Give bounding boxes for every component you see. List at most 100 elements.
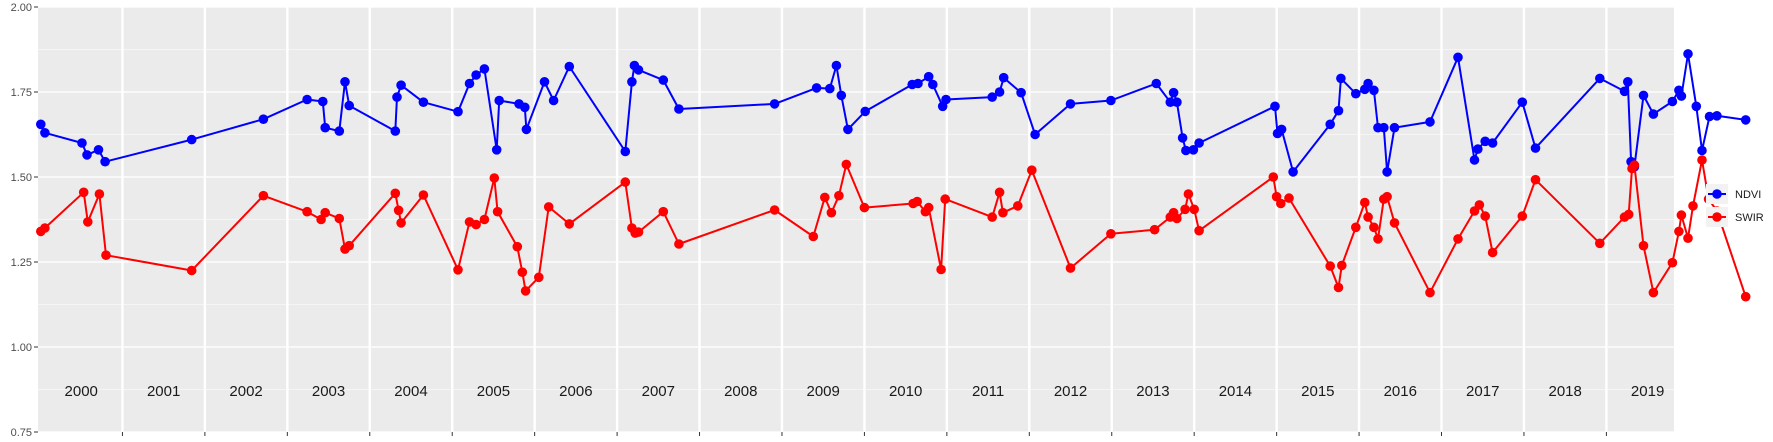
swir-point [40, 223, 50, 233]
year-label: 2006 [559, 383, 592, 400]
ndvi-point [923, 71, 934, 82]
swir-series [36, 155, 1751, 302]
year-label: 2011 [972, 383, 1004, 400]
swir-point [302, 206, 312, 217]
swir-point [564, 219, 575, 229]
swir-point [334, 213, 345, 224]
swir-point [1360, 197, 1370, 208]
ndvi-point [340, 77, 350, 87]
swir-point [940, 194, 950, 204]
ndvi-point [674, 104, 684, 114]
legend-key-marker [1712, 212, 1722, 222]
swir-point [1027, 165, 1037, 175]
ndvi-point [1363, 78, 1373, 89]
ndvi-point [40, 128, 50, 138]
ndvi-point [1473, 144, 1483, 154]
swir-point [633, 227, 644, 237]
swir-point [1337, 260, 1347, 271]
ndvi-point [471, 70, 481, 80]
year-label: 2013 [1136, 383, 1169, 400]
swir-point [769, 205, 780, 215]
ndvi-point [564, 61, 575, 72]
ndvi-point [769, 99, 780, 109]
year-labels: 2000 2001 2002 2003 2004 2005 2006 2007 2008 2009… [65, 383, 1665, 400]
swir-point [1149, 224, 1160, 235]
ndvi-point [1333, 105, 1344, 116]
swir-point [1648, 287, 1659, 298]
legend-label-swir: SWIR [1735, 212, 1764, 224]
x-axis [121, 432, 1607, 436]
ndvi-point [320, 122, 331, 133]
swir-point [1425, 287, 1435, 298]
ndvi-point [1676, 91, 1687, 101]
ndvi-point [258, 114, 269, 124]
ndvi-point [998, 72, 1009, 83]
swir-point [1453, 234, 1463, 244]
ndvi-point [825, 83, 835, 94]
ndvi-point [521, 124, 532, 135]
swir-point [936, 264, 946, 275]
ndvi-point [1369, 85, 1379, 96]
ndvi-point [928, 79, 938, 90]
swir-point [1474, 200, 1485, 210]
ndvi-point [1181, 145, 1191, 156]
swir-point [396, 218, 406, 228]
swir-point [834, 190, 844, 201]
swir-point [83, 217, 93, 227]
ndvi-point [479, 64, 490, 74]
swir-point [1183, 189, 1194, 199]
ndvi-point [302, 94, 312, 105]
ndvi-point [1351, 88, 1361, 99]
ndvi-point [843, 124, 853, 135]
ndvi-point [520, 102, 530, 113]
swir-point [1487, 247, 1498, 258]
series-layer [36, 49, 1751, 302]
ndvi-point [1648, 109, 1659, 119]
ndvi-point [1480, 136, 1490, 147]
swir-point [820, 192, 830, 203]
ndvi-point [913, 78, 923, 89]
y-axis: 0.75 1.00 1.25 1.50 1.75 2.00 [11, 2, 38, 439]
ndvi-point [100, 156, 110, 167]
ndvi-point [1691, 101, 1702, 112]
year-label: 2003 [312, 383, 345, 400]
swir-point [471, 219, 481, 230]
ndvi-point [539, 77, 550, 87]
legend-label-ndvi: NDVI [1735, 189, 1761, 201]
swir-point [418, 190, 429, 200]
swir-point [534, 272, 544, 283]
swir-point [1638, 240, 1649, 251]
ndvi-point [392, 92, 402, 102]
ndvi-point [1704, 111, 1715, 122]
legend-key-marker [1712, 189, 1722, 199]
swir-point [453, 265, 463, 275]
ndvi-point [627, 77, 637, 87]
swir-point [1595, 238, 1605, 249]
swir-point [390, 188, 401, 199]
ndvi-point [1016, 87, 1026, 98]
ndvi-point [994, 87, 1005, 97]
ndvi-point [334, 126, 345, 136]
swir-point [1351, 222, 1361, 233]
ndvi-point [1336, 73, 1346, 84]
swir-point [1276, 198, 1286, 209]
swir-point [808, 231, 819, 242]
year-label: 2004 [394, 383, 427, 400]
ndvi-point [1194, 138, 1204, 148]
ndvi-point [1168, 87, 1179, 98]
ndvi-point [1270, 101, 1280, 112]
year-label: 2012 [1054, 383, 1087, 400]
swir-point [320, 207, 331, 218]
ndvi-point [396, 80, 406, 90]
ndvi-point [186, 134, 197, 145]
swir-point [1284, 193, 1294, 203]
ndvi-point [453, 106, 463, 117]
major-gridlines [38, 6, 1674, 433]
ndvi-point [1382, 167, 1392, 177]
year-label: 2016 [1384, 383, 1417, 400]
swir-point [1667, 257, 1678, 268]
swir-point [1065, 263, 1076, 273]
ndvi-point [1379, 122, 1389, 133]
ndvi-point [1712, 111, 1722, 121]
swir-point [1530, 174, 1541, 185]
